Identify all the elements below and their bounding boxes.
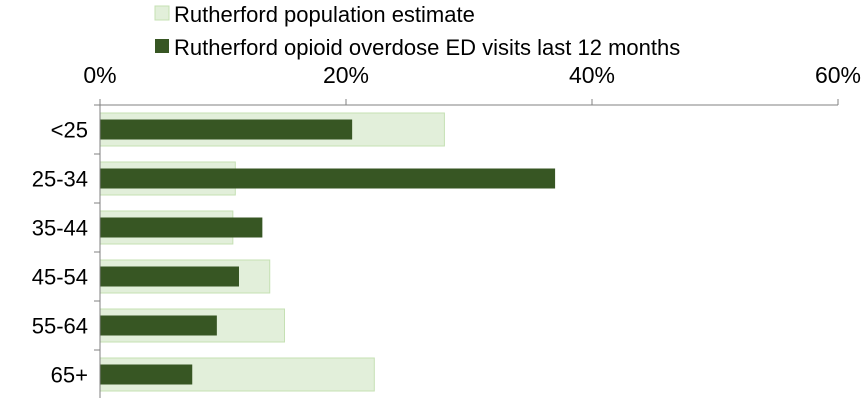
- legend-swatch-overdose-visits: [155, 39, 169, 53]
- legend-label-population: Rutherford population estimate: [174, 2, 475, 27]
- legend-swatch-population: [154, 5, 170, 21]
- category-label: 25-34: [32, 167, 88, 192]
- x-tick-label: 0%: [83, 62, 116, 88]
- x-tick-label: 40%: [569, 62, 615, 88]
- category-label: 45-54: [32, 265, 88, 290]
- bar-overdose-ed-visits: [100, 364, 193, 385]
- bar-overdose-ed-visits: [100, 217, 263, 238]
- bar-overdose-ed-visits: [100, 168, 556, 189]
- category-label: 35-44: [32, 216, 88, 241]
- x-tick-label: 20%: [323, 62, 369, 88]
- bar-overdose-ed-visits: [100, 119, 353, 140]
- bar-overdose-ed-visits: [100, 315, 217, 336]
- legend-label-overdose-visits: Rutherford opioid overdose ED visits las…: [174, 35, 680, 60]
- category-label: 65+: [51, 363, 88, 388]
- x-tick-label: 60%: [815, 62, 861, 88]
- legend: Rutherford population estimate Rutherfor…: [154, 2, 680, 60]
- category-label: <25: [51, 118, 88, 143]
- axes: [94, 104, 838, 398]
- category-label: 55-64: [32, 314, 88, 339]
- legend-item-overdose-visits: Rutherford opioid overdose ED visits las…: [155, 35, 680, 60]
- legend-item-population: Rutherford population estimate: [154, 2, 475, 27]
- x-axis-ticks: 0% 20% 40% 60%: [83, 62, 861, 105]
- category-labels: <25 25-34 35-44 45-54 55-64 65+: [32, 118, 88, 388]
- bars: [99, 112, 556, 392]
- bar-overdose-ed-visits: [100, 266, 239, 287]
